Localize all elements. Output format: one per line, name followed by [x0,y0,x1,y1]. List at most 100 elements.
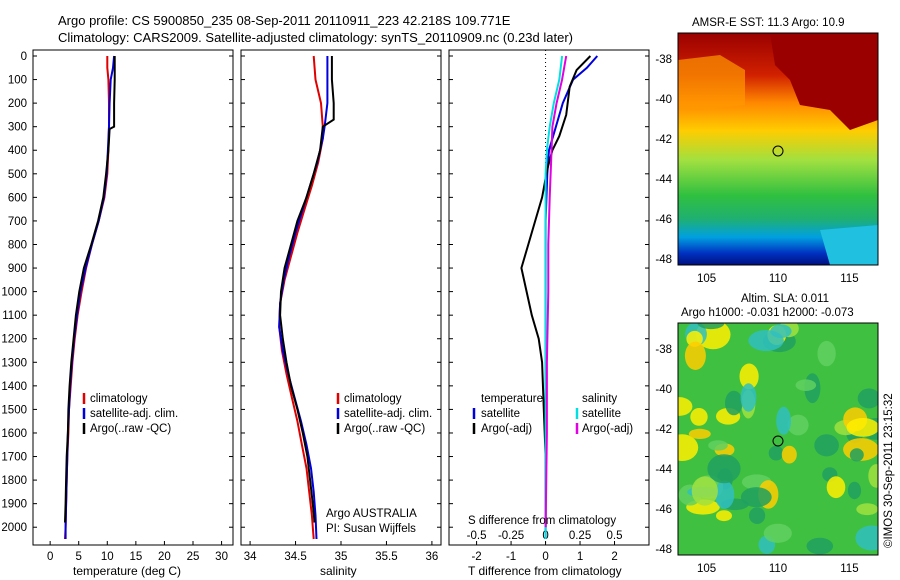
t-difference-axis-label: T difference from climatology [468,564,622,578]
header-line-1: Argo profile: CS 5900850_235 08-Sep-2011… [58,13,511,28]
sla-map-frame [677,322,879,556]
depth-tick-label: 2000 [1,522,27,534]
sst-lon-label: 110 [769,273,787,285]
top-axis-label: S difference from climatology [468,515,616,527]
sla-blob [781,445,797,464]
sla-blob [868,464,878,488]
sla-blob [770,324,792,339]
sla-lat-label: -42 [655,424,672,436]
depth-tick-label: 1600 [1,428,27,440]
legend-salinity-heading: salinity [582,393,617,405]
temperature-axis-label: temperature (deg C) [73,564,181,578]
depth-tick-label: 1700 [1,452,27,464]
sst-lat-label: -40 [655,94,672,106]
sla-lat-label: -38 [655,344,672,356]
legend-satellite-label: satellite-adj. clim. [90,408,178,420]
sla-blob [707,454,741,484]
sla-blob [826,476,846,499]
x-tick-label: 35 [335,551,348,563]
x-tick-label: 10 [101,551,114,563]
argo-program-note: Argo AUSTRALIA [326,508,417,520]
sst-map-frame [677,32,879,266]
depth-tick-label: 100 [8,75,27,87]
sla-blob [678,397,693,416]
x-tick-label: 1 [577,551,583,563]
temperature-legend: climatology satellite-adj. clim. Argo(..… [90,393,178,435]
x-tick-label: 5 [76,551,82,563]
sst-lat-label: -38 [655,54,672,66]
sla-blob [749,507,766,524]
x-tick-label: 15 [129,551,142,563]
sla-lat-label: -48 [655,544,672,556]
depth-tick-label: 600 [8,192,27,204]
legend-t-satellite-label: satellite [481,408,520,420]
x-tick-label: 0 [47,551,53,563]
s-tick-label: -0.5 [467,530,487,542]
sla-blob [776,406,791,435]
difference-plot-frame [448,49,650,546]
sla-lat-label: -44 [655,464,672,476]
temperature-plot-frame [32,49,234,546]
sla-blob [846,418,878,437]
series-line [520,55,592,528]
series-line [544,55,568,528]
x-tick-label: 0 [542,551,548,563]
depth-tick-label: 1900 [1,499,27,511]
sst-orange-patch [678,55,745,110]
sla-blob [787,414,809,436]
legend-argo-label: Argo(..raw -QC) [344,423,425,435]
depth-tick-label: 200 [8,98,27,110]
header-line-2: Climatology: CARS2009. Satellite-adjuste… [58,30,573,45]
argo-position-marker [772,435,784,447]
sla-blob [817,340,836,367]
sla-blob [855,525,878,551]
sla-blob [740,487,772,508]
depth-tick-label: 1200 [1,334,27,346]
salinity-plot-frame [240,49,442,546]
sla-blob [725,390,743,416]
legend-satellite-label: satellite-adj. clim. [344,408,432,420]
x-tick-label: 36 [426,551,439,563]
depth-tick-label: 1500 [1,404,27,416]
series-line [278,55,324,540]
series-layer [64,55,599,540]
sla-map-title-2: Argo h1000: -0.031 h2000: -0.073 [681,307,854,319]
sla-blob [763,523,792,543]
depth-tick-label: 0 [21,51,27,63]
sla-lat-label: -40 [655,384,672,396]
sst-lat-label: -48 [655,254,672,266]
series-line [544,55,564,539]
sst-lat-label: -46 [655,214,672,226]
sla-blob [716,510,732,522]
sla-lat-label: -46 [655,504,672,516]
depth-tick-label: 500 [8,169,27,181]
imos-credit: ©IMOS 30-Sep-2011 23:15:32 [883,393,895,548]
sla-blob [688,428,711,439]
series-line [64,55,116,539]
sst-lat-label: -42 [655,134,672,146]
x-tick-label: 30 [215,551,228,563]
sla-lon-label: 110 [769,563,787,575]
legend-climatology-label: climatology [344,393,402,405]
depth-tick-label: 1800 [1,475,27,487]
sla-blob [857,388,878,409]
sla-blob [714,480,735,509]
legend-argo-label: Argo(..raw -QC) [90,423,171,435]
x-tick-label: 2 [611,551,617,563]
x-tick-label: 34 [244,551,257,563]
s-tick-label: -0.25 [498,530,524,542]
series-line [544,55,599,539]
sla-field [678,323,878,555]
sla-blob [806,537,834,555]
sla-blob [849,448,864,462]
series-line [64,56,110,540]
s-tick-label: 0.5 [607,530,623,542]
depth-tick-label: 1000 [1,287,27,299]
sla-blob [814,434,839,457]
sst-lon-label: 105 [697,273,716,285]
salinity-legend: climatology satellite-adj. clim. Argo(..… [326,393,432,535]
depth-tick-label: 800 [8,239,27,251]
s-tick-label: 0.25 [569,530,591,542]
x-tick-label: 20 [158,551,171,563]
